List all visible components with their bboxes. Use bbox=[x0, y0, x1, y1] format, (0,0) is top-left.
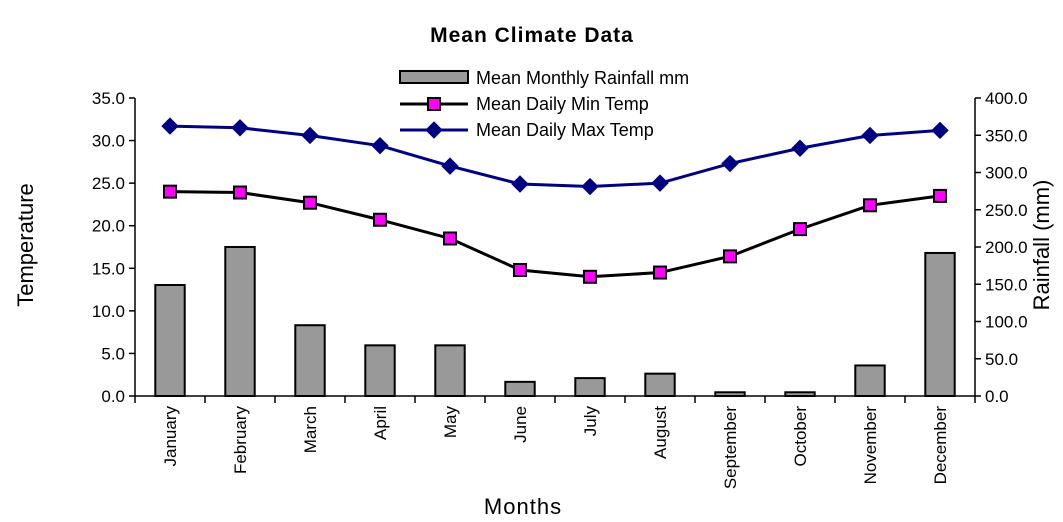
legend-label: Mean Daily Max Temp bbox=[476, 120, 654, 140]
max-temp-marker bbox=[441, 157, 459, 175]
x-tick-label: March bbox=[301, 406, 320, 453]
x-tick-label: February bbox=[231, 406, 250, 475]
y-right-tick-label: 200.0 bbox=[985, 238, 1028, 257]
min-temp-marker bbox=[933, 188, 947, 203]
x-tick-label: August bbox=[651, 406, 670, 459]
rainfall-bar bbox=[574, 377, 606, 397]
legend-label: Mean Daily Min Temp bbox=[476, 94, 649, 114]
max-temp-marker bbox=[231, 119, 249, 137]
x-tick-label: September bbox=[721, 406, 740, 489]
y-right-tick-label: 0.0 bbox=[985, 387, 1009, 406]
max-temp-marker bbox=[425, 121, 443, 139]
y-right-tick-label: 50.0 bbox=[985, 350, 1018, 369]
legend: Mean Monthly Rainfall mm Mean Daily Min T… bbox=[399, 68, 689, 140]
min-temp-marker bbox=[233, 185, 247, 200]
y-right-tick-label: 100.0 bbox=[985, 313, 1028, 332]
x-tick-label: June bbox=[511, 406, 530, 443]
y-right-tick-label: 400.0 bbox=[985, 89, 1028, 108]
min-temp-marker bbox=[427, 97, 441, 111]
x-axis-title: Months bbox=[484, 494, 562, 519]
max-temp-marker bbox=[581, 177, 599, 196]
rainfall-bar bbox=[854, 364, 886, 397]
y-left-tick-label: 30.0 bbox=[92, 132, 125, 151]
x-tick-label: November bbox=[861, 406, 880, 485]
rainfall-bar bbox=[434, 344, 466, 397]
axes: 0.0 5.0 10.0 15.0 20.0 25.0 30.0 35.0 0.0 50.0 100… bbox=[92, 89, 1028, 489]
temperature-lines bbox=[161, 117, 949, 284]
y-right-tick-label: 250.0 bbox=[985, 201, 1028, 220]
y-left-tick-label: 15.0 bbox=[92, 259, 125, 278]
max-temp-marker bbox=[861, 126, 879, 145]
min-temp-marker bbox=[513, 262, 527, 277]
y-left-tick-label: 5.0 bbox=[101, 344, 125, 363]
rainfall-bars bbox=[154, 246, 956, 398]
max-temp-marker bbox=[371, 136, 389, 155]
rainfall-bar bbox=[294, 324, 326, 398]
x-tick-label: December bbox=[931, 406, 950, 485]
y-left-tick-label: 20.0 bbox=[92, 217, 125, 236]
x-tick-label: January bbox=[161, 406, 180, 467]
rainfall-bar bbox=[504, 380, 536, 398]
legend-swatch-rainfall bbox=[399, 70, 469, 84]
min-temp-marker bbox=[653, 265, 667, 280]
min-temp-line bbox=[169, 190, 941, 279]
rainfall-bar bbox=[224, 246, 256, 397]
y-right-tick-label: 150.0 bbox=[985, 275, 1028, 294]
x-tick-label: April bbox=[371, 406, 390, 440]
max-temp-marker bbox=[791, 139, 809, 157]
chart-title: Mean Climate Data bbox=[430, 24, 634, 47]
min-temp-marker bbox=[723, 249, 737, 264]
y-right-tick-label: 350.0 bbox=[985, 126, 1028, 145]
rainfall-bar bbox=[154, 283, 186, 397]
rainfall-bar bbox=[924, 251, 956, 397]
min-temp-marker bbox=[793, 222, 807, 237]
rainfall-bar bbox=[364, 344, 396, 397]
x-tick-label: May bbox=[441, 406, 460, 439]
max-temp-marker bbox=[161, 117, 179, 135]
max-temp-marker bbox=[651, 174, 669, 192]
y-right-axis-title: Rainfall (mm) bbox=[1029, 180, 1054, 311]
x-tick-label: July bbox=[581, 406, 600, 437]
min-temp-marker bbox=[863, 198, 877, 213]
max-temp-marker bbox=[721, 154, 739, 173]
max-temp-marker bbox=[301, 126, 319, 145]
y-right-tick-label: 300.0 bbox=[985, 164, 1028, 183]
rainfall-bar bbox=[644, 372, 676, 397]
min-temp-marker bbox=[443, 231, 457, 246]
min-temp-marker bbox=[303, 195, 317, 210]
max-temp-marker bbox=[931, 121, 949, 140]
y-left-axis-title: Temperature bbox=[13, 183, 38, 307]
y-left-tick-label: 25.0 bbox=[92, 174, 125, 193]
min-temp-marker bbox=[583, 269, 597, 284]
x-tick-label: October bbox=[791, 406, 810, 467]
max-temp-line bbox=[169, 124, 941, 189]
y-left-tick-label: 35.0 bbox=[92, 89, 125, 108]
min-temp-marker bbox=[373, 212, 387, 227]
max-temp-marker bbox=[511, 175, 529, 193]
y-left-tick-label: 0.0 bbox=[101, 387, 125, 406]
legend-label: Mean Monthly Rainfall mm bbox=[476, 68, 689, 88]
y-left-tick-label: 10.0 bbox=[92, 302, 125, 321]
min-temp-marker bbox=[163, 184, 177, 199]
